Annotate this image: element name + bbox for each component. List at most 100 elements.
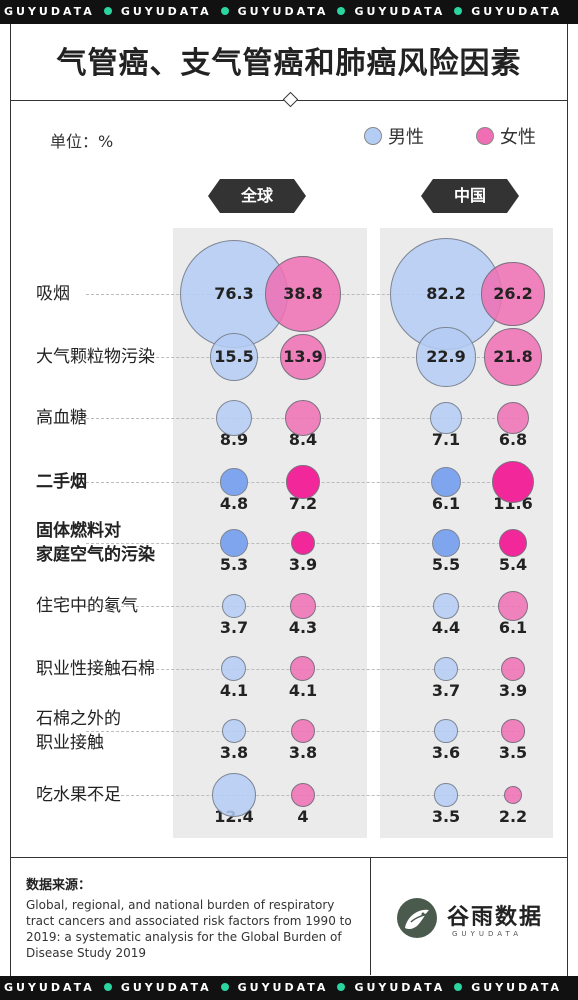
band-dot-icon: [337, 983, 346, 991]
value-label: 6.1: [498, 618, 528, 637]
row-label: 石棉之外的 职业接触: [36, 707, 121, 755]
value-label: 3.8: [288, 743, 318, 762]
row-label-line: 吸烟: [36, 284, 70, 304]
value-label: 7.1: [431, 430, 461, 449]
bubble-female: [286, 465, 320, 499]
row-label-line: 高血糖: [36, 408, 87, 428]
bubble-male: [416, 327, 476, 387]
band-dot-icon: [103, 983, 112, 991]
value-label: 3.7: [219, 618, 249, 637]
value-label: 5.3: [219, 555, 249, 574]
bubble-male: [221, 656, 247, 682]
band-word: GUYUDATA: [237, 981, 329, 994]
page-title: 气管癌、支气管癌和肺癌风险因素: [56, 46, 522, 81]
row-label: 职业性接触石棉: [36, 657, 155, 681]
bubble-male: [212, 773, 256, 817]
band-dot-icon: [220, 983, 229, 991]
value-label: 15.5: [214, 347, 254, 366]
value-label: 6.1: [431, 494, 461, 513]
bubble-male: [430, 466, 462, 498]
value-label: 3.9: [288, 555, 318, 574]
logo-name: 谷雨数据: [447, 905, 544, 930]
bubble-female: [285, 400, 321, 436]
bubble-male: [429, 401, 463, 435]
bubble-female: [498, 528, 528, 558]
brand-band-text: GUYUDATA GUYUDATA GUYUDATA GUYUDATA GUYUDATA: [4, 5, 578, 19]
row-label-line: 家庭空气的污染: [36, 545, 155, 565]
bubble-female: [484, 328, 542, 386]
value-label: 4.1: [219, 681, 249, 700]
row-label: 固体燃料对家庭空气的污染: [36, 519, 155, 567]
band-word: GUYUDATA: [471, 5, 563, 18]
band-dot-icon: [337, 7, 346, 15]
value-label: 22.9: [426, 347, 466, 366]
bird-logo-icon: [397, 898, 437, 938]
legend-female-swatch: [476, 127, 494, 145]
band-dot-icon: [454, 983, 463, 991]
bubble-female: [503, 785, 523, 805]
bottom-brand-band: GUYUDATA GUYUDATA GUYUDATA GUYUDATA GUYUDATA: [0, 976, 578, 1000]
source-text: Global, regional, and national burden of…: [26, 898, 352, 960]
bubble-male: [219, 528, 249, 558]
bubble-female: [290, 593, 316, 619]
row-label-line: 石棉之外的: [36, 709, 121, 729]
value-label: 4.4: [431, 618, 461, 637]
bubble-female: [501, 719, 525, 743]
bubble-male: [431, 528, 461, 558]
band-word: GUYUDATA: [354, 5, 446, 18]
row-label: 吸烟: [36, 282, 70, 306]
bubble-female: [500, 656, 526, 682]
value-label: 4.8: [219, 494, 249, 513]
bubble-female: [290, 656, 316, 682]
bubble-female: [491, 460, 535, 504]
row-label-line: 二手烟: [36, 472, 87, 492]
legend-male-label: 男性: [388, 127, 424, 148]
row-label-line: 职业性接触石棉: [36, 659, 155, 679]
bubble-female: [279, 333, 327, 381]
band-dot-icon: [103, 7, 112, 15]
group-header-global: 全球: [208, 179, 306, 213]
bubble-male: [215, 399, 253, 437]
value-label: 5.5: [431, 555, 461, 574]
band-word: GUYUDATA: [120, 5, 212, 18]
bubble-female: [290, 782, 316, 808]
row-label-line: 大气颗粒物污染: [36, 347, 155, 367]
bubble-female: [497, 590, 529, 622]
value-label: 7.2: [288, 494, 318, 513]
value-label: 76.3: [214, 284, 254, 303]
legend-male-swatch: [364, 127, 382, 145]
bubble-male: [434, 719, 458, 743]
legend-female-label: 女性: [500, 127, 536, 148]
band-word: GUYUDATA: [471, 981, 563, 994]
value-label: 3.6: [431, 743, 461, 762]
bubble-male: [209, 332, 259, 382]
bubble-female: [290, 530, 316, 556]
value-label: 82.2: [426, 284, 466, 303]
row-label-line: 职业接触: [36, 733, 104, 753]
band-word: GUYUDATA: [120, 981, 212, 994]
value-label: 4.1: [288, 681, 318, 700]
footer-column-divider: [370, 857, 371, 975]
value-label: 3.5: [431, 807, 461, 826]
band-word: GUYUDATA: [4, 5, 95, 18]
row-label-line: 固体燃料对: [36, 521, 121, 541]
group-header-china: 中国: [421, 179, 519, 213]
band-dot-icon: [220, 7, 229, 15]
content-frame: [10, 24, 568, 976]
value-label: 2.2: [498, 807, 528, 826]
row-label: 高血糖: [36, 406, 87, 430]
bubble-male: [220, 468, 248, 496]
row-label: 二手烟: [36, 470, 87, 494]
bubble-female: [481, 262, 545, 326]
source-title: 数据来源：: [26, 878, 92, 893]
band-word: GUYUDATA: [354, 981, 446, 994]
top-brand-band: GUYUDATA GUYUDATA GUYUDATA GUYUDATA GUYUDATA: [0, 0, 578, 24]
value-label: 21.8: [493, 347, 533, 366]
row-label: 大气颗粒物污染: [36, 345, 155, 369]
row-label: 吃水果不足: [36, 783, 121, 807]
unit-label: 单位：%: [50, 132, 114, 151]
band-dot-icon: [454, 7, 463, 15]
logo-subtitle: GUYUDATA: [452, 930, 522, 938]
bubble-female: [496, 401, 530, 435]
bubble-male: [433, 593, 459, 619]
